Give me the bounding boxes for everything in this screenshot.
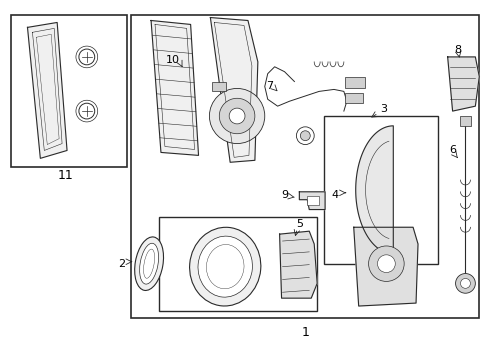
Text: 9: 9 (281, 190, 287, 200)
Text: 3: 3 (379, 104, 386, 114)
Circle shape (460, 278, 469, 288)
Circle shape (219, 98, 254, 134)
Text: 8: 8 (453, 45, 460, 55)
Bar (11, 15, 127, 167)
Circle shape (455, 274, 474, 293)
Text: 4: 4 (331, 190, 338, 200)
Ellipse shape (134, 237, 163, 291)
Circle shape (229, 108, 244, 124)
Text: 10: 10 (165, 55, 180, 65)
Bar (344, 77, 364, 89)
Circle shape (377, 255, 394, 273)
Polygon shape (27, 22, 67, 158)
Ellipse shape (189, 227, 260, 306)
Circle shape (368, 246, 404, 282)
Polygon shape (151, 21, 198, 156)
Polygon shape (355, 126, 392, 254)
Polygon shape (447, 57, 478, 111)
Bar (212, 82, 226, 91)
Ellipse shape (198, 236, 252, 297)
Text: 2: 2 (118, 259, 125, 269)
Circle shape (296, 127, 314, 145)
Bar (324, 116, 437, 264)
Polygon shape (353, 227, 417, 306)
Text: 5: 5 (295, 219, 302, 229)
Polygon shape (279, 231, 317, 298)
Bar (306, 196, 319, 204)
Text: 7: 7 (265, 81, 273, 91)
Polygon shape (299, 192, 325, 210)
Bar (344, 93, 362, 103)
Text: 6: 6 (448, 145, 455, 156)
Circle shape (300, 131, 309, 141)
Bar (131, 15, 478, 318)
Circle shape (79, 49, 95, 65)
Ellipse shape (140, 243, 158, 284)
Circle shape (209, 89, 264, 144)
Bar (459, 116, 470, 126)
Circle shape (79, 103, 95, 119)
Polygon shape (210, 18, 257, 162)
Bar (159, 217, 317, 311)
Text: 11: 11 (57, 168, 73, 181)
Text: 1: 1 (301, 326, 308, 339)
